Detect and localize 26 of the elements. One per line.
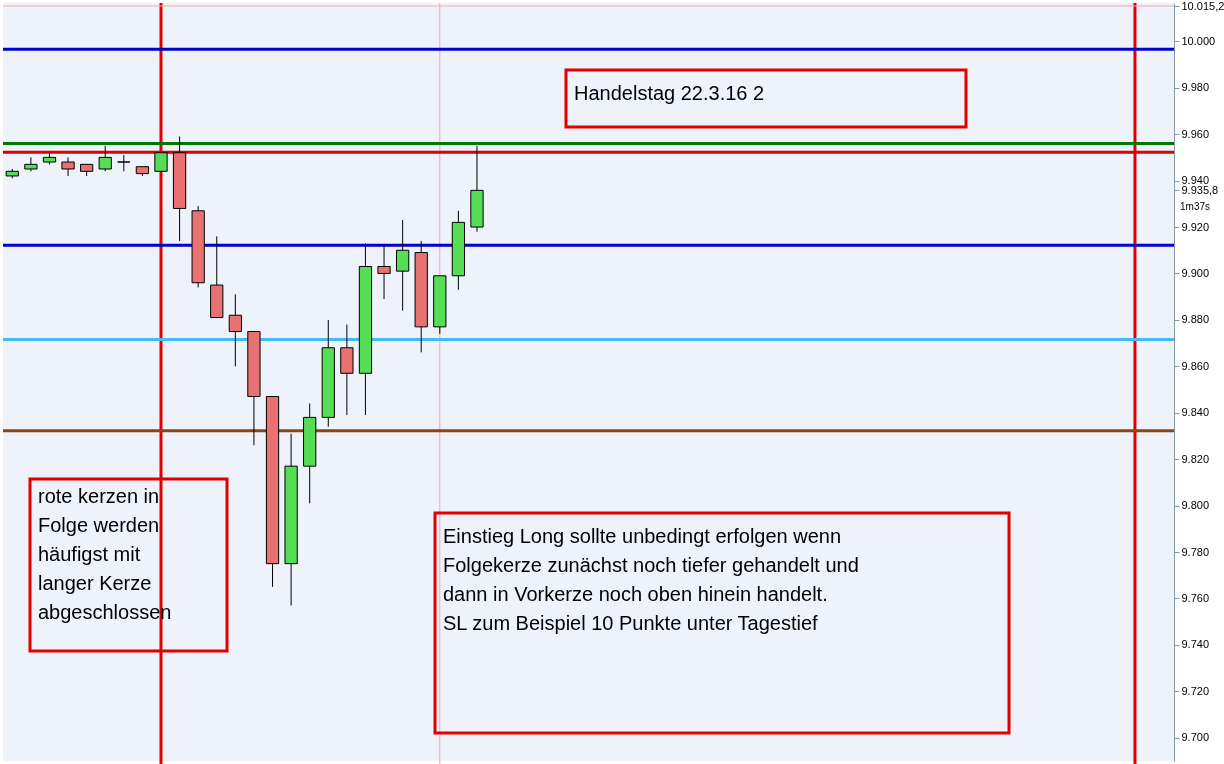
annotation: Einstieg Long sollte unbedingt erfolgen wenn Folgekerze zunächst noch tiefer gehandelt und dann in Vorkerze noch oben hinein handelt. SL zum Beispiel 10 Punkte unter Tagestief: [443, 525, 859, 634]
y-tick-label: 9.960: [1181, 127, 1210, 140]
annotation: Handelstag 22.3.16 2: [574, 82, 765, 104]
y-tick-label: 9.720: [1181, 684, 1210, 697]
y-tick-label: 9.700: [1181, 731, 1210, 744]
y-tick-label: 10.000: [1181, 34, 1216, 47]
candlestick: [98, 145, 112, 172]
y-tick-label: 9.860: [1181, 359, 1210, 372]
candlestick: [154, 152, 168, 172]
candlestick: [377, 245, 391, 300]
y-tick-label: 9.840: [1181, 406, 1210, 419]
text: 1m37s: [1180, 201, 1211, 212]
y-tick-label: 9.740: [1181, 638, 1210, 651]
y-tick-label: 9.820: [1181, 452, 1210, 465]
y-tick-label: 9.880: [1181, 313, 1210, 326]
candlestick: [228, 293, 242, 367]
y-tick-label: 9.920: [1181, 220, 1210, 233]
y-tick-label: 9.780: [1181, 545, 1210, 558]
y-tick-label: 9.800: [1181, 499, 1210, 512]
y-tick-label: 9.760: [1181, 591, 1210, 604]
candlestick: [24, 156, 38, 172]
y-tick-label: 9.980: [1181, 81, 1210, 94]
candlestick: [61, 156, 75, 177]
candlestick: [395, 219, 410, 312]
y-tick-label: 9.900: [1181, 266, 1210, 279]
y-tick-label: 10.015,2: [1181, 0, 1224, 12]
